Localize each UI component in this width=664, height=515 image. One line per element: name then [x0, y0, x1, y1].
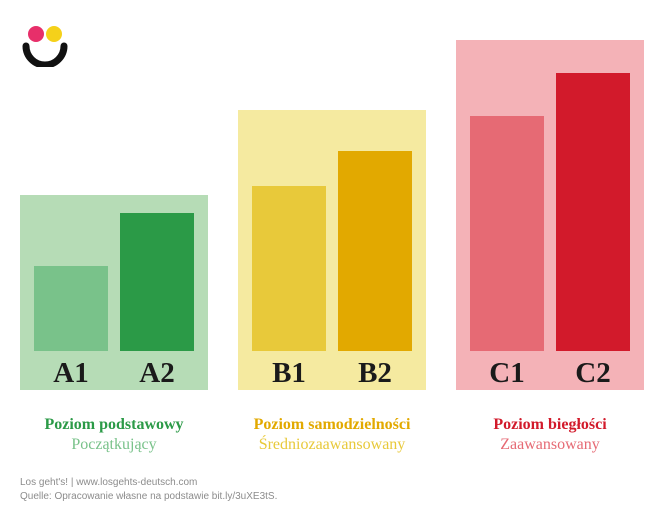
level-group-bars: A1 A2 — [20, 213, 208, 390]
level-bar-fill — [120, 213, 194, 351]
level-caption-title: Poziom samodzielności — [238, 415, 426, 435]
level-bar-label: B1 — [252, 357, 326, 390]
level-caption: Poziom podstawowyPoczątkujący — [20, 415, 208, 455]
level-caption-subtitle: Zaawansowany — [456, 435, 644, 455]
level-bar-fill — [470, 116, 544, 351]
footer-credits: Los geht's! | www.losgehts-deutsch.com Q… — [20, 476, 277, 503]
level-group-bars: B1 B2 — [238, 151, 426, 390]
level-bar: B1 — [252, 186, 326, 390]
level-bar: B2 — [338, 151, 412, 390]
level-caption-subtitle: Początkujący — [20, 435, 208, 455]
level-bar: A2 — [120, 213, 194, 390]
level-bar-fill — [556, 73, 630, 351]
level-bar-fill — [252, 186, 326, 351]
level-bar-label: A2 — [120, 357, 194, 390]
level-bar-label: C1 — [470, 357, 544, 390]
level-bar-label: B2 — [338, 357, 412, 390]
level-group: C1 C2 — [456, 73, 644, 390]
level-caption-title: Poziom biegłości — [456, 415, 644, 435]
footer-line-1: Los geht's! | www.losgehts-deutsch.com — [20, 476, 277, 490]
level-chart: A1 A2 B1 B2 C1 C2 — [20, 35, 644, 390]
level-group-bars: C1 C2 — [456, 73, 644, 390]
level-group: B1 B2 — [238, 151, 426, 390]
level-bar-label: C2 — [556, 357, 630, 390]
level-caption: Poziom biegłościZaawansowany — [456, 415, 644, 455]
level-caption-subtitle: Średniozaawansowany — [238, 435, 426, 455]
level-bar-label: A1 — [34, 357, 108, 390]
level-caption: Poziom samodzielnościŚredniozaawansowany — [238, 415, 426, 455]
level-bar-fill — [338, 151, 412, 351]
level-group: A1 A2 — [20, 213, 208, 390]
level-bar: A1 — [34, 266, 108, 390]
chart-captions: Poziom podstawowyPoczątkujący Poziom samo… — [20, 415, 644, 455]
level-caption-title: Poziom podstawowy — [20, 415, 208, 435]
footer-line-2: Quelle: Opracowanie własne na podstawie … — [20, 490, 277, 504]
level-bar: C1 — [470, 116, 544, 390]
level-bar-fill — [34, 266, 108, 351]
level-bar: C2 — [556, 73, 630, 390]
